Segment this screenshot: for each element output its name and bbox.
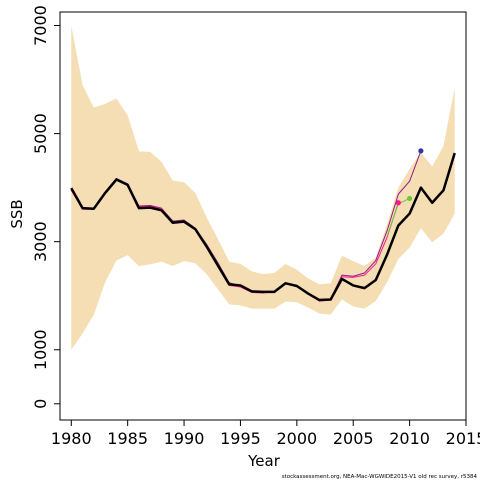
x-axis: 1980 1985 1990 1995 2000 2005 2010 2015 <box>51 420 480 448</box>
y-tick-label-3000: 3000 <box>31 221 50 262</box>
x-tick-label-1995: 1995 <box>220 429 261 448</box>
footnote: stockassessment.org, NEA-Mac-WGWIDE2015-… <box>282 474 478 480</box>
x-tick-label-2010: 2010 <box>389 429 430 448</box>
y-tick-label-1000: 1000 <box>31 329 50 370</box>
end-point-2009 <box>395 200 401 206</box>
x-axis-title: Year <box>247 452 281 470</box>
x-tick-label-2005: 2005 <box>333 429 374 448</box>
x-tick-label-1980: 1980 <box>51 429 92 448</box>
plot-area <box>70 25 456 350</box>
x-tick-label-1985: 1985 <box>107 429 148 448</box>
y-tick-label-7000: 7000 <box>31 5 50 46</box>
y-tick-label-5000: 5000 <box>31 113 50 154</box>
x-tick-label-2000: 2000 <box>276 429 317 448</box>
end-point-2010 <box>407 195 413 202</box>
y-axis-title: SSB <box>8 199 26 228</box>
y-axis: 0 1000 3000 5000 7000 <box>31 5 60 409</box>
y-tick-label-0: 0 <box>31 399 50 409</box>
x-tick-label-2015: 2015 <box>446 429 480 448</box>
x-tick-label-1990: 1990 <box>164 429 205 448</box>
plot-frame <box>59 11 467 421</box>
series-line-final-estimate <box>70 152 456 302</box>
confidence-band <box>71 25 455 350</box>
end-point-2011 <box>418 148 424 154</box>
